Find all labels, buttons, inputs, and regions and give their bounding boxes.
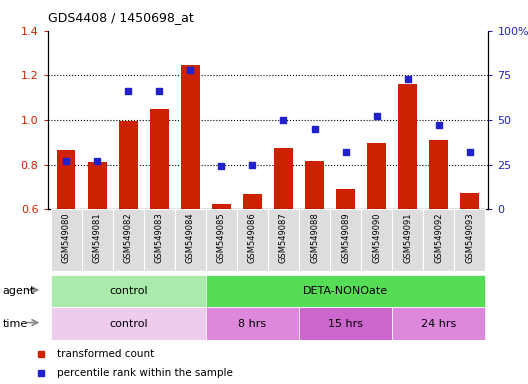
Bar [268,209,299,271]
Text: percentile rank within the sample: percentile rank within the sample [58,368,233,378]
Bar [181,65,200,209]
Bar [206,275,485,307]
Text: GSM549083: GSM549083 [155,212,164,263]
Bar [336,189,355,209]
Bar [361,209,392,271]
Text: GSM549080: GSM549080 [62,212,71,263]
Bar [299,209,330,271]
Text: control: control [109,286,147,296]
Point [62,158,70,164]
Point [248,162,257,168]
Bar [299,307,392,340]
Bar [429,140,448,209]
Bar [51,275,206,307]
Bar [150,109,168,209]
Text: GDS4408 / 1450698_at: GDS4408 / 1450698_at [48,12,193,25]
Text: 24 hrs: 24 hrs [421,318,456,329]
Bar [398,84,417,209]
Bar [144,209,175,271]
Text: agent: agent [3,286,35,296]
Text: time: time [3,319,28,329]
Text: GSM549085: GSM549085 [217,212,226,263]
Text: DETA-NONOate: DETA-NONOate [303,286,388,296]
Bar [392,209,423,271]
Bar [367,144,386,209]
Bar [423,209,454,271]
Bar [175,209,206,271]
Bar [88,162,107,209]
Bar [274,148,293,209]
Bar [206,307,299,340]
Point [93,158,101,164]
Text: GSM549082: GSM549082 [124,212,133,263]
Text: GSM549088: GSM549088 [310,212,319,263]
Point [217,163,225,169]
Bar [243,194,262,209]
Text: transformed count: transformed count [58,349,155,359]
Text: GSM549091: GSM549091 [403,212,412,263]
Bar [112,209,144,271]
Bar [237,209,268,271]
Point [155,88,164,94]
Point [435,122,443,128]
Text: control: control [109,318,147,329]
Point [342,149,350,155]
Bar [51,209,82,271]
Text: 15 hrs: 15 hrs [328,318,363,329]
Bar [51,307,206,340]
Bar [454,209,485,271]
Bar [119,121,138,209]
Bar [82,209,112,271]
Bar [206,209,237,271]
Text: GSM549081: GSM549081 [93,212,102,263]
Text: GSM549090: GSM549090 [372,212,381,263]
Point [372,113,381,119]
Point [279,117,288,123]
Text: GSM549093: GSM549093 [465,212,474,263]
Bar [392,307,485,340]
Text: 8 hrs: 8 hrs [238,318,267,329]
Bar [212,204,231,209]
Bar [305,161,324,209]
Text: GSM549092: GSM549092 [434,212,443,263]
Point [124,88,133,94]
Text: GSM549089: GSM549089 [341,212,350,263]
Text: GSM549087: GSM549087 [279,212,288,263]
Bar [330,209,361,271]
Point [186,67,194,73]
Text: GSM549086: GSM549086 [248,212,257,263]
Point [466,149,474,155]
Bar [460,192,479,209]
Point [403,76,412,82]
Text: GSM549084: GSM549084 [186,212,195,263]
Bar [57,150,76,209]
Point [310,126,319,132]
